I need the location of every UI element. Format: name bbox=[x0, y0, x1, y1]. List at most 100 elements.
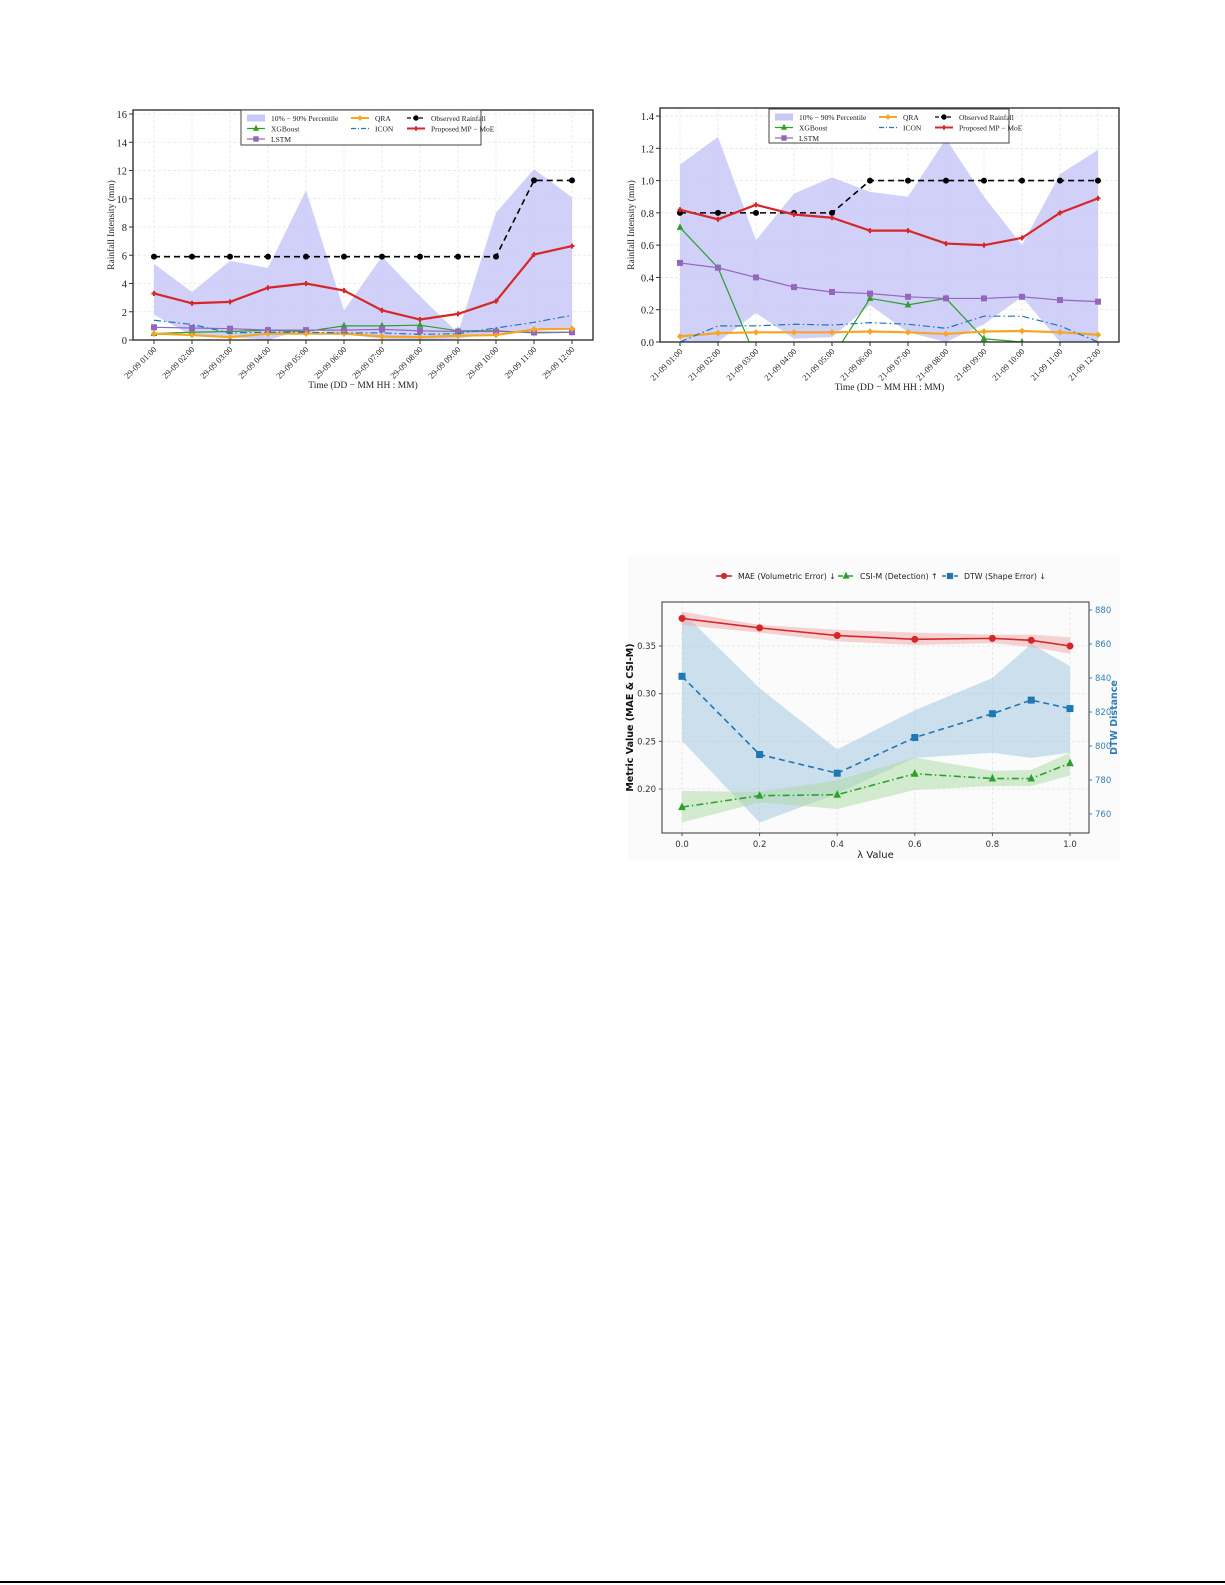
lambda-sensitivity-chart: 0.20 0.25 0.30 0.35 760 780 800 820 840 860 880 0… bbox=[625, 555, 1120, 861]
legend-entry: DTW (Shape Error) ↓ bbox=[942, 572, 1046, 581]
triangle-marker bbox=[678, 802, 686, 811]
circle-marker bbox=[911, 635, 919, 643]
series-observed-rainfall bbox=[151, 177, 575, 260]
x-tick-label: 29-09 05:00 bbox=[274, 344, 310, 380]
square-marker bbox=[1066, 705, 1074, 713]
series-csi-m bbox=[678, 758, 1074, 811]
chart1-x-axis-label: Time (DD − MM HH : MM) bbox=[308, 380, 418, 391]
triangle-marker bbox=[676, 223, 684, 230]
x-tick-label: 29-09 11:00 bbox=[502, 344, 538, 380]
circle-marker bbox=[988, 634, 996, 642]
diamond-marker bbox=[1018, 327, 1026, 335]
x-tick-label: 29-09 01:00 bbox=[122, 344, 158, 380]
chart3-left-y-ticks: 0.20 0.25 0.30 0.35 bbox=[637, 642, 662, 795]
x-tick-label: 1.0 bbox=[1063, 840, 1077, 850]
triangle-marker bbox=[1027, 773, 1036, 782]
y-tick-label: 820 bbox=[1095, 708, 1111, 718]
legend-swatch bbox=[775, 113, 793, 121]
y-tick-label: 0.6 bbox=[641, 241, 654, 252]
y-tick-label: 4 bbox=[122, 280, 128, 291]
legend-entry: QRA bbox=[879, 113, 919, 122]
circle-marker bbox=[379, 253, 385, 260]
series-proposed-mp-moe bbox=[677, 195, 1101, 248]
square-marker bbox=[988, 710, 996, 718]
series-observed-rainfall bbox=[677, 177, 1101, 216]
circle-marker bbox=[720, 572, 728, 580]
square-marker bbox=[791, 284, 797, 291]
triangle-marker bbox=[833, 790, 842, 798]
series-line bbox=[153, 326, 572, 333]
chart1-y-ticks: 0 2 4 6 8 10 12 14 16 bbox=[117, 110, 133, 347]
y-tick-label: 0 bbox=[122, 336, 127, 347]
x-tick-label: 21-09 02:00 bbox=[686, 346, 722, 382]
x-tick-label: 0.8 bbox=[986, 840, 1000, 850]
square-marker bbox=[253, 136, 259, 142]
y-tick-label: 840 bbox=[1095, 674, 1111, 684]
chart1-x-ticks: 29-09 01:00 29-09 02:00 29-09 03:00 29-09 0… bbox=[122, 340, 576, 381]
circle-marker bbox=[417, 253, 423, 260]
y-tick-label: 16 bbox=[117, 110, 128, 121]
series-dtw bbox=[678, 672, 1074, 777]
diamond-marker bbox=[1056, 329, 1064, 336]
triangle-marker bbox=[842, 571, 850, 579]
legend-entry: 10% − 90% Percentile bbox=[775, 113, 867, 122]
triangle-marker bbox=[988, 773, 997, 782]
square-marker bbox=[946, 572, 954, 580]
y-tick-label: 1.2 bbox=[641, 144, 654, 155]
chart2-y-axis-label: Rainfall Intensity (mm) bbox=[626, 180, 637, 270]
diamond-marker bbox=[530, 326, 538, 333]
diamond-marker bbox=[378, 333, 386, 340]
square-marker bbox=[678, 672, 686, 680]
square-marker bbox=[151, 324, 157, 331]
y-tick-label: 1.4 bbox=[641, 112, 655, 123]
x-tick-label: 29-09 10:00 bbox=[464, 344, 500, 380]
legend-swatch bbox=[247, 114, 265, 122]
circle-marker bbox=[905, 177, 911, 184]
square-marker bbox=[829, 288, 835, 295]
circle-marker bbox=[678, 614, 686, 622]
x-tick-label: 29-09 02:00 bbox=[160, 344, 196, 380]
diamond-marker bbox=[790, 329, 798, 336]
y-tick-label: 880 bbox=[1095, 606, 1111, 616]
legend-label: 10% − 90% Percentile bbox=[799, 113, 867, 122]
y-tick-label: 14 bbox=[117, 138, 128, 149]
chart3-x-ticks: 0.0 0.2 0.4 0.6 0.8 1.0 bbox=[675, 833, 1077, 850]
y-tick-label: 800 bbox=[1095, 742, 1111, 752]
x-tick-label: 21-09 04:00 bbox=[762, 346, 798, 382]
y-tick-label: 0.8 bbox=[641, 209, 654, 220]
legend-label: QRA bbox=[375, 114, 391, 123]
y-tick-label: 0.4 bbox=[641, 273, 655, 284]
triangle-marker bbox=[780, 123, 788, 130]
diamond-marker bbox=[188, 331, 196, 339]
legend-label: MAE (Volumetric Error) ↓ bbox=[738, 572, 836, 581]
confidence-band bbox=[682, 752, 1070, 823]
circle-marker bbox=[1019, 177, 1025, 184]
legend-label: DTW (Shape Error) ↓ bbox=[964, 572, 1046, 581]
chart1-series bbox=[150, 177, 576, 340]
x-tick-label: 21-09 05:00 bbox=[800, 346, 836, 382]
chart1-percentile-band bbox=[154, 169, 572, 340]
circle-marker bbox=[455, 253, 461, 260]
legend-entry: MAE (Volumetric Error) ↓ bbox=[716, 572, 836, 581]
legend-entry: Proposed MP − MoE bbox=[935, 124, 1023, 133]
triangle-marker bbox=[980, 334, 988, 342]
confidence-band bbox=[682, 611, 1070, 823]
x-tick-label: 29-09 07:00 bbox=[350, 344, 386, 380]
series-line bbox=[679, 197, 1099, 247]
legend-label: XGBoost bbox=[271, 125, 300, 134]
diamond-marker bbox=[676, 333, 684, 340]
series-line bbox=[680, 179, 1098, 214]
y-tick-label: 12 bbox=[117, 167, 128, 178]
circle-marker bbox=[413, 115, 419, 121]
legend-entry: Observed Rainfall bbox=[407, 114, 486, 123]
legend-label: XGBoost bbox=[799, 124, 828, 133]
square-marker bbox=[677, 259, 683, 266]
chart1-y-axis-label: Rainfall Intensity (mm) bbox=[106, 180, 117, 270]
square-marker bbox=[1057, 297, 1063, 304]
legend-entry: XGBoost bbox=[775, 124, 828, 133]
legend-entry: LSTM bbox=[247, 135, 291, 144]
y-tick-label: 0.0 bbox=[641, 338, 654, 349]
circle-marker bbox=[1095, 177, 1101, 184]
